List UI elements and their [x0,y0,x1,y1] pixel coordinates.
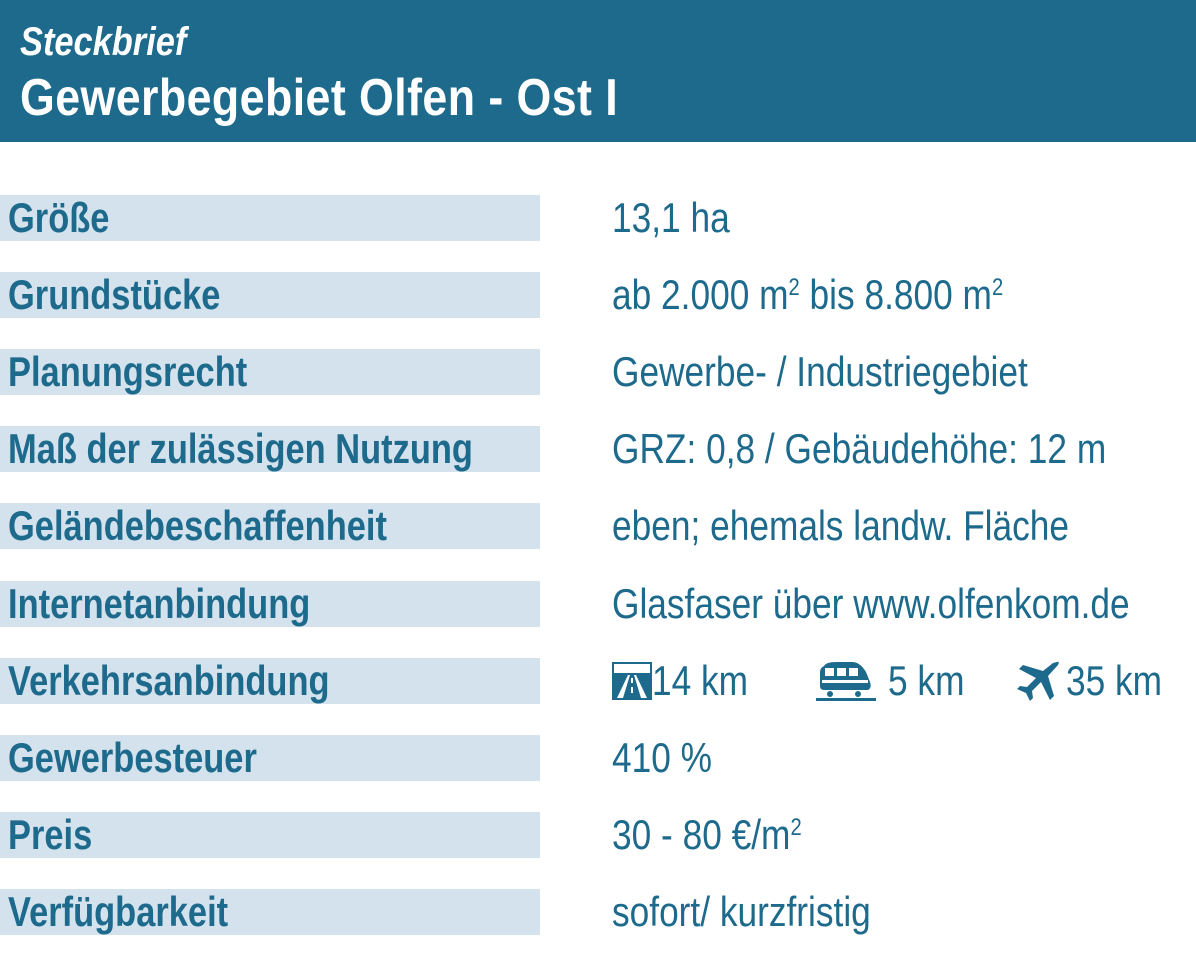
transport-item: 14 km [612,656,766,706]
row-grundstuecke: Grundstücke ab 2.000 m2 bis 8.800 m2 [0,270,1196,320]
row-value: Glasfaser über www.olfenkom.de [612,580,1130,627]
train-icon [816,662,876,701]
value-text: ab 2.000 m [612,271,789,318]
label-background [0,581,540,627]
row-value: Gewerbe- / Industriegebiet [612,348,1028,395]
row-label: Planungsrecht [8,348,248,395]
transport-list: 14 km 5 km 35 km [612,656,1196,706]
transport-distance: 5 km [888,657,965,704]
row-value: 30 - 80 €/m2 [612,810,802,860]
row-internet: Internetanbindung Glasfaser über www.olf… [0,579,1196,629]
row-mass-nutzung: Maß der zulässigen Nutzung GRZ: 0,8 / Ge… [0,424,1196,474]
label-background [0,812,540,858]
airplane-icon [1017,661,1059,701]
row-value: 410 % [612,734,713,781]
row-label: Gewerbesteuer [8,734,257,781]
label-background [0,503,540,549]
transport-distance: 35 km [1066,657,1163,704]
value-text: bis 8.800 m [799,271,992,318]
row-label: Verkehrsanbindung [8,657,330,704]
row-verfuegbarkeit: Verfügbarkeit sofort/ kurzfristig [0,887,1196,937]
transport-distance: 14 km [652,657,749,704]
row-value: sofort/ kurzfristig [612,888,871,935]
transport-item: 5 km [816,656,979,706]
row-value: ab 2.000 m2 bis 8.800 m2 [612,270,1003,320]
superscript: 2 [788,274,800,301]
superscript: 2 [790,814,802,841]
row-label: Internetanbindung [8,580,311,627]
label-background [0,889,540,935]
row-verkehr: Verkehrsanbindung 14 km [0,656,1196,706]
row-label: Verfügbarkeit [8,888,229,935]
label-background [0,195,540,241]
label-background [0,426,540,472]
row-value: eben; ehemals landw. Fläche [612,502,1069,549]
motorway-icon [612,662,652,700]
label-background [0,658,540,704]
label-background [0,735,540,781]
row-value: GRZ: 0,8 / Gebäudehöhe: 12 m [612,425,1107,472]
page-title: Gewerbegebiet Olfen - Ost I [20,69,619,127]
row-gelaende: Geländebeschaffenheit eben; ehemals land… [0,501,1196,551]
row-groesse: Größe 13,1 ha [0,193,1196,243]
header: Steckbrief Gewerbegebiet Olfen - Ost I [0,0,1196,142]
value-text: 30 - 80 €/m [612,811,791,858]
row-label: Preis [8,811,93,858]
row-value: 13,1 ha [612,194,730,241]
row-planungsrecht: Planungsrecht Gewerbe- / Industriegebiet [0,347,1196,397]
subtitle: Steckbrief [20,20,187,64]
row-label: Größe [8,194,110,241]
label-background [0,272,540,318]
label-background [0,349,540,395]
row-label: Geländebeschaffenheit [8,502,387,549]
row-label: Grundstücke [8,271,221,318]
superscript: 2 [991,274,1004,301]
row-preis: Preis 30 - 80 €/m2 [0,810,1196,860]
transport-item: 35 km [1014,656,1180,706]
row-label: Maß der zulässigen Nutzung [8,425,473,472]
row-gewerbesteuer: Gewerbesteuer 410 % [0,733,1196,783]
